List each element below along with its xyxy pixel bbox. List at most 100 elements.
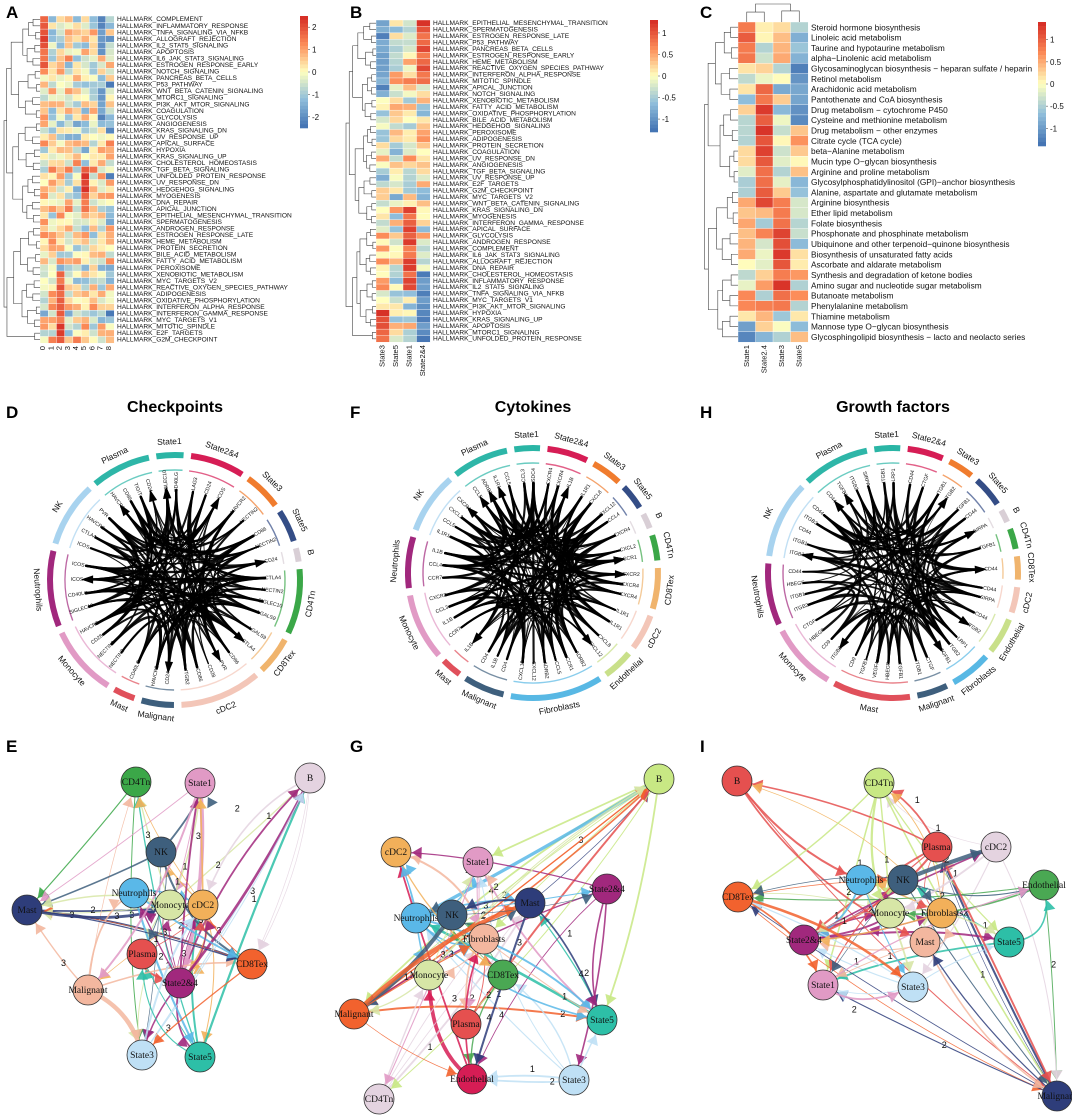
legend-swatch xyxy=(300,23,308,28)
column-label: 6 xyxy=(87,346,96,350)
heatmap-cell xyxy=(56,218,66,226)
heatmap-cell xyxy=(389,167,404,175)
heatmap-cell xyxy=(375,245,390,253)
heatmap-cell xyxy=(64,22,74,30)
heatmap-cell xyxy=(97,172,107,180)
heatmap-cell xyxy=(56,277,66,285)
heatmap-cell xyxy=(64,297,74,305)
heatmap-cell xyxy=(80,133,90,141)
network-arrowhead xyxy=(1043,900,1056,912)
chord-sector-label: CD4Tn xyxy=(303,590,318,619)
heatmap-cell xyxy=(80,28,90,37)
heatmap-cell xyxy=(402,116,417,124)
heatmap-cell xyxy=(97,336,107,344)
network-node: Malignant xyxy=(68,974,108,1006)
heatmap-cell xyxy=(105,297,115,305)
heatmap-cell xyxy=(97,231,107,239)
heatmap-b: HALLMARK_EPITHELIAL_MESENCHYMAL_TRANSITI… xyxy=(345,19,676,376)
network-node: State3 xyxy=(126,1039,158,1071)
legend-swatch xyxy=(300,49,308,54)
row-label: HALLMARK_ESTROGEN_RESPONSE_EARLY xyxy=(433,52,575,59)
heatmap-cell xyxy=(72,153,82,161)
heatmap-cell xyxy=(737,135,756,147)
heatmap-cell xyxy=(402,26,417,34)
chord-inner-band xyxy=(945,646,976,670)
chord-gene-label: SIRPA xyxy=(972,522,989,534)
legend-swatch xyxy=(300,116,308,121)
heatmap-cell xyxy=(39,120,49,128)
heatmap-cell xyxy=(416,116,431,124)
heatmap-cell xyxy=(80,87,90,95)
network-node-label: State2&4 xyxy=(162,979,198,989)
heatmap-cell xyxy=(72,140,82,148)
chord-gene-label: IL1B xyxy=(566,476,576,489)
legend-swatch xyxy=(1038,141,1046,147)
heatmap-cell xyxy=(72,251,82,259)
heatmap-cell xyxy=(56,270,66,278)
heatmap-cell xyxy=(80,323,90,331)
chord-link xyxy=(807,509,959,606)
legend-swatch xyxy=(300,83,308,88)
heatmap-cell xyxy=(72,277,82,285)
heatmap-cell xyxy=(105,277,115,285)
heatmap-cell xyxy=(772,73,791,85)
row-label: HALLMARK_TNFA_SIGNALING_VIA_NFKB xyxy=(117,29,249,36)
legend-swatch xyxy=(650,49,658,54)
legend-swatch xyxy=(650,94,658,99)
chord-sector-label: Fibroblasts xyxy=(538,699,581,717)
heatmap-cell xyxy=(105,192,115,200)
heatmap-cell xyxy=(105,146,115,154)
chord-gene-label: CTLA4 xyxy=(265,575,281,581)
network-edge-label: 1 xyxy=(154,934,159,944)
chord-inner-band xyxy=(629,520,637,534)
heatmap-cell xyxy=(97,159,107,167)
network-node-circle xyxy=(400,902,432,934)
heatmap-cell xyxy=(80,316,90,324)
network-edge xyxy=(464,938,485,1080)
legend-tick-label: 0 xyxy=(312,68,317,77)
network-arrowhead xyxy=(478,955,490,966)
network-node: CD8Tex xyxy=(722,881,754,913)
heatmap-cell xyxy=(56,48,66,56)
heatmap-cell xyxy=(105,244,115,252)
legend-swatch xyxy=(650,128,658,133)
network-node-label: Monocyte xyxy=(151,901,190,911)
heatmap-cell xyxy=(105,107,115,115)
chord-gene-label: CCL4 xyxy=(607,512,621,525)
heatmap-cell xyxy=(737,176,756,188)
panel-label-h: H xyxy=(700,403,712,422)
row-label: HALLMARK_UV_RESPONSE_DN xyxy=(117,180,219,187)
chord-gene-label: CXCR4 xyxy=(555,470,566,489)
heatmap-cell xyxy=(389,71,404,79)
heatmap-cell xyxy=(64,251,74,259)
chord-gene-label: CD44 xyxy=(964,508,978,521)
row-label: HALLMARK_OXIDATIVE_PHOSPHORYLATION xyxy=(117,297,260,304)
legend-swatch xyxy=(300,113,308,118)
chord-link xyxy=(898,600,975,664)
network-node-circle xyxy=(294,762,326,794)
network-node-circle xyxy=(413,959,445,991)
heatmap-cell xyxy=(64,264,74,272)
heatmap-cell xyxy=(105,28,115,37)
heatmap-cell xyxy=(402,167,417,175)
heatmap-cell xyxy=(48,251,57,259)
heatmap-cell xyxy=(97,153,107,161)
chord-sector-arc xyxy=(1013,555,1022,580)
network-node-circle xyxy=(807,969,839,1001)
heatmap-cell xyxy=(105,211,115,220)
network-arrowhead xyxy=(905,900,917,912)
heatmap-cell xyxy=(416,58,431,66)
heatmap-cell xyxy=(64,55,74,63)
heatmap-cell xyxy=(39,100,49,108)
heatmap-cell xyxy=(389,84,404,92)
heatmap-cell xyxy=(402,103,417,111)
heatmap-cell xyxy=(80,172,90,180)
heatmap-cell xyxy=(97,22,107,30)
heatmap-cell xyxy=(402,200,417,208)
chord-inner-band xyxy=(817,464,871,494)
chord-gene-label: LRP1 xyxy=(891,468,897,481)
chord-link xyxy=(454,526,510,657)
heatmap-cell xyxy=(56,87,66,95)
chord-gene-label: VEGFA xyxy=(872,660,881,679)
network-node-label: B xyxy=(656,775,662,785)
